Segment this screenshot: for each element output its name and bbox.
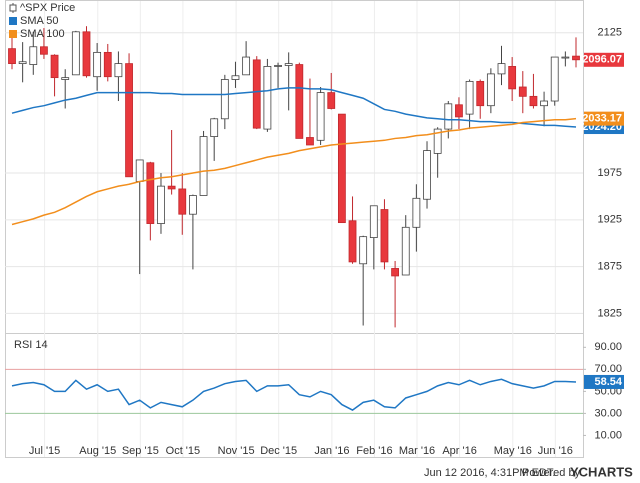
candle-body	[518, 86, 527, 97]
candle-body	[284, 63, 293, 66]
candle-body	[423, 150, 431, 200]
legend-label: SMA 50	[20, 15, 59, 27]
x-tick-label: Dec '15	[260, 445, 297, 457]
rsi-line	[11, 378, 577, 411]
timestamp: Jun 12 2016, 4:31PM EDT.	[424, 467, 555, 479]
x-tick-label: Jun '16	[538, 445, 573, 457]
candle-body	[444, 103, 453, 130]
y-tick-label: 1875	[598, 260, 622, 272]
candle-body	[497, 63, 506, 75]
x-tick-label: Nov '15	[218, 445, 255, 457]
candle-body	[157, 185, 165, 224]
x-tick-label: Jan '16	[314, 445, 349, 457]
candle-body	[82, 31, 91, 77]
candle-body	[114, 63, 123, 78]
y-tick-label: 30.00	[594, 407, 622, 419]
x-tick-label: Jul '15	[29, 445, 60, 457]
y-tick-label: 90.00	[594, 341, 622, 353]
x-tick-label: Feb '16	[356, 445, 392, 457]
last-value-label: 2024.20	[582, 121, 622, 133]
candle-body	[391, 268, 399, 277]
candle-body	[295, 64, 304, 139]
candle-body	[550, 56, 559, 102]
candle-body	[61, 77, 70, 80]
candle-body	[572, 55, 580, 61]
last-value-label: 2033.17	[582, 113, 622, 125]
candle-body	[189, 195, 197, 215]
x-tick-label: Oct '15	[166, 445, 201, 457]
candle-body	[561, 56, 570, 59]
legend-label: ^SPX Price	[20, 2, 75, 14]
legend-swatch	[9, 30, 17, 38]
candle-body	[178, 188, 187, 215]
candle-body	[71, 31, 80, 76]
legend-swatch	[9, 17, 17, 25]
candle-body	[508, 66, 517, 90]
candle-body	[337, 113, 346, 224]
y-tick-label: 2125	[598, 27, 622, 39]
candle-body	[146, 162, 155, 224]
candle-body	[135, 159, 144, 182]
y-tick-label: 1825	[598, 307, 622, 319]
candle-body	[125, 63, 133, 178]
y-tick-label: 1925	[598, 214, 622, 226]
last-value-label-bg	[584, 374, 624, 389]
candle-body	[220, 79, 229, 120]
candle-body	[231, 75, 240, 80]
y-tick-label: 70.00	[594, 363, 622, 375]
candle-body	[380, 209, 389, 263]
x-tick-label: May '16	[494, 445, 532, 457]
candle-body	[263, 66, 272, 130]
last-price-label: 2096.07	[582, 54, 622, 66]
candle-body	[476, 80, 485, 107]
candle-body	[274, 65, 282, 67]
candle-body	[348, 220, 357, 263]
candle-body	[40, 46, 48, 55]
y-tick-label: 1975	[598, 167, 622, 179]
candle-body	[316, 92, 325, 141]
candle-body	[18, 61, 27, 65]
last-value-label-bg	[584, 111, 624, 126]
candle-body	[8, 48, 16, 65]
candle-body	[167, 185, 176, 190]
candle-body	[433, 128, 442, 154]
candle-body	[50, 54, 59, 79]
candle-body	[412, 197, 421, 228]
x-tick-label: Apr '16	[442, 445, 477, 457]
candle-body	[29, 46, 38, 65]
candle-body	[529, 95, 538, 107]
x-tick-label: Sep '15	[122, 445, 159, 457]
sma-line	[11, 87, 577, 128]
candle-body	[199, 136, 208, 196]
last-value-label: 58.54	[594, 376, 622, 388]
y-tick-label: 10.00	[594, 429, 622, 441]
candle-body	[455, 104, 463, 118]
candle-body	[306, 137, 314, 146]
candle-body	[369, 205, 378, 238]
candle-body	[252, 59, 261, 129]
powered-by: Powered by	[522, 467, 581, 479]
candle-body	[327, 92, 336, 109]
candle-body	[465, 80, 474, 115]
price-panel	[5, 0, 584, 334]
x-tick-label: Mar '16	[399, 445, 435, 457]
candle-body	[540, 100, 548, 107]
x-tick-label: Aug '15	[79, 445, 116, 457]
sma-line	[11, 117, 577, 226]
rsi-panel	[5, 333, 584, 458]
legend-swatch	[9, 4, 17, 12]
candle-body	[401, 226, 410, 276]
last-price-label-bg	[584, 52, 624, 67]
candle-body	[242, 56, 251, 76]
candle-body	[359, 236, 368, 265]
candle-body	[93, 51, 102, 78]
panel-label: RSI 14	[14, 339, 48, 351]
candle-body	[486, 73, 495, 107]
logo: YCHARTS	[570, 464, 633, 479]
candle-body	[210, 118, 219, 137]
legend-label: SMA 100	[20, 28, 65, 40]
candle-body	[103, 51, 112, 78]
